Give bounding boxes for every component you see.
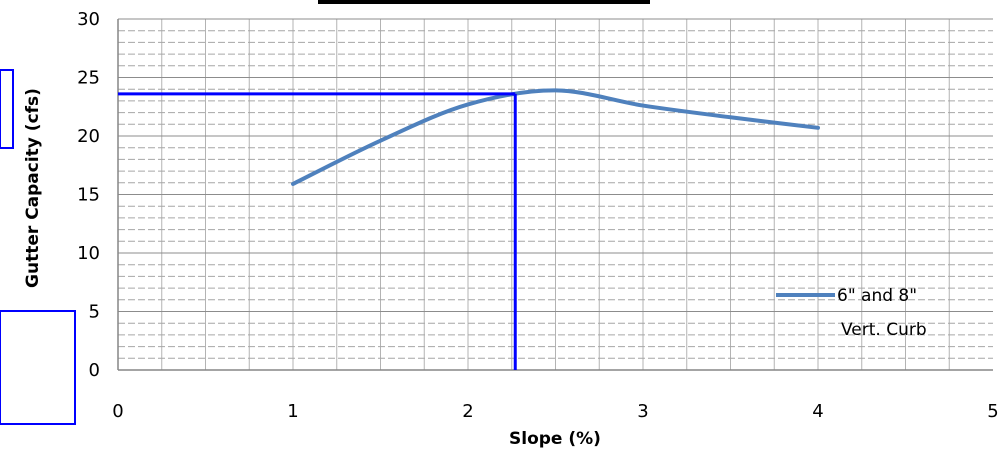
x-tick-label: 0	[112, 401, 123, 422]
tick-labels: 0 1 2 3 4 5 0 5 10 15 20 25 30	[77, 9, 998, 422]
y-tick-label: 10	[77, 243, 100, 264]
axes	[117, 19, 993, 371]
legend: 6" and 8" Vert. Curb	[776, 286, 927, 340]
series-layer	[291, 88, 820, 186]
chart-title-fragment	[318, 0, 650, 4]
y-tick-label: 15	[77, 185, 100, 206]
x-tick-label: 4	[812, 401, 823, 422]
x-tick-label: 5	[987, 401, 998, 422]
legend-label-line1: 6" and 8"	[837, 286, 917, 306]
x-axis-title: Slope (%)	[509, 429, 601, 449]
y-tick-label: 5	[89, 302, 100, 323]
x-tick-label: 2	[462, 401, 473, 422]
overlay-box-bottom	[0, 310, 76, 425]
reading-lines	[118, 92, 517, 370]
y-tick-label: 25	[77, 68, 100, 89]
y-tick-label: 0	[89, 360, 100, 381]
x-tick-label: 3	[637, 401, 648, 422]
y-tick-label: 20	[77, 126, 100, 147]
y-axis-title: Gutter Capacity (cfs)	[23, 88, 43, 288]
series-line	[291, 88, 820, 186]
x-tick-label: 1	[287, 401, 298, 422]
y-tick-label: 30	[77, 9, 100, 30]
gridlines	[118, 18, 993, 370]
legend-label-line2: Vert. Curb	[841, 320, 927, 340]
overlay-box-top	[0, 69, 14, 149]
